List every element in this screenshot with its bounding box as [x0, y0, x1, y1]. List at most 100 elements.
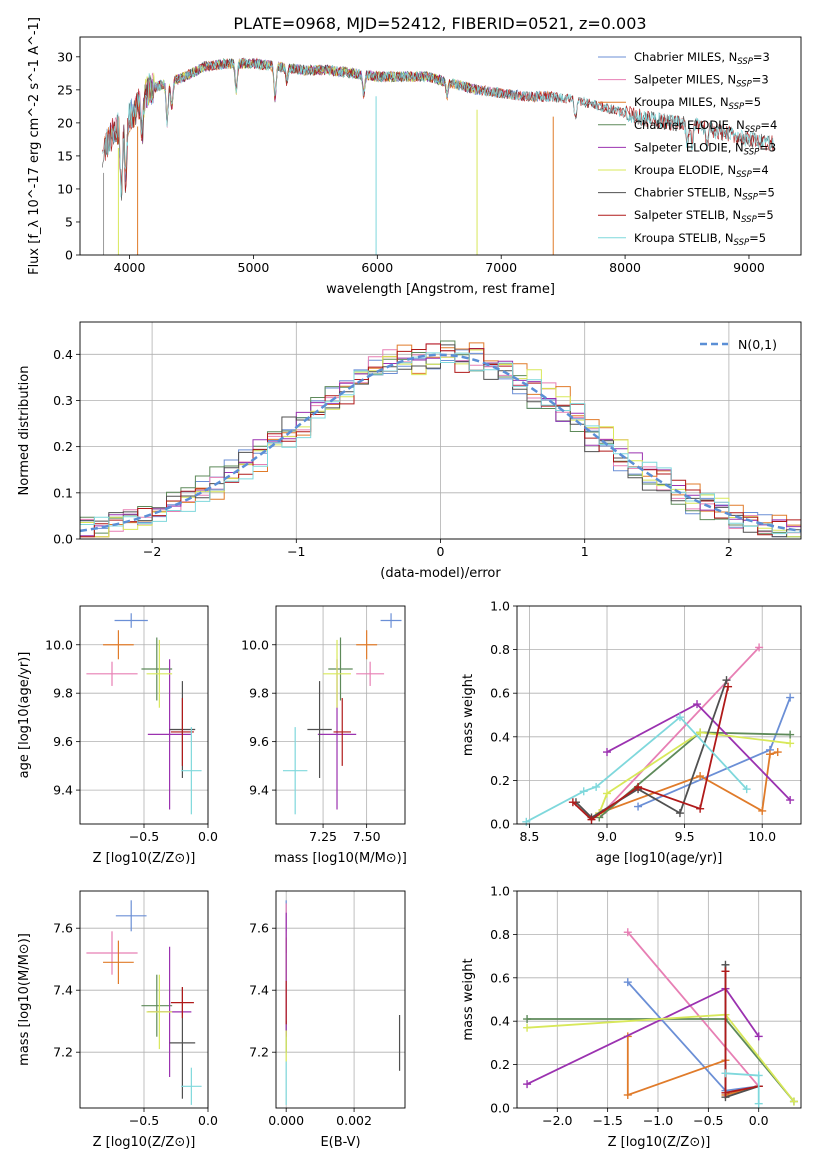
y-tick-label: 0.6: [490, 686, 510, 701]
x-tick-label: −0.5: [129, 829, 159, 844]
weight-line-salpeter-miles: [627, 931, 760, 1087]
y-axis-label: age [log10(age/yr)]: [17, 652, 32, 779]
y-tick-label: 7.6: [53, 921, 73, 936]
y-tick-label: 20: [57, 115, 73, 130]
weight-point-salpeter-stelib: [568, 798, 577, 807]
weight-point-chabrier-miles: [634, 802, 643, 811]
weight-point-kroupa-stelib: [675, 713, 684, 722]
legend-label-salpeter-elodie: Salpeter ELODIE, NSSP=3: [634, 140, 776, 157]
x-axis-label: mass [log10(M/M⊙)]: [274, 851, 407, 866]
y-tick-label: 7.2: [53, 1045, 73, 1060]
weight-point-kroupa-miles: [773, 748, 782, 757]
y-tick-label: 7.6: [249, 921, 269, 936]
weight-point-salpeter-stelib: [721, 967, 730, 976]
y-axis-label: Normed distribution: [17, 366, 32, 496]
weight-point-salpeter-elodie: [786, 796, 795, 805]
legend-label-salpeter-miles: Salpeter MILES, NSSP=3: [634, 73, 769, 90]
weight-point-kroupa-elodie: [523, 1023, 532, 1032]
axes-frame: [516, 890, 802, 1109]
weight-point-kroupa-stelib: [754, 1071, 763, 1080]
normal-distribution-curve: [79, 353, 802, 533]
y-tick-label: 9.6: [53, 734, 73, 749]
spectrum-line-salpeter-miles: [104, 58, 552, 196]
y-tick-label: 25: [57, 82, 73, 97]
y-tick-label: 1.0: [490, 599, 510, 614]
weight-point-kroupa-elodie: [696, 728, 705, 737]
y-tick-label: 30: [57, 49, 73, 64]
x-tick-label: −2: [143, 544, 161, 559]
y-tick-label: 7.4: [249, 983, 269, 998]
y-tick-label: 15: [57, 148, 73, 163]
weight-point-kroupa-elodie: [603, 789, 612, 798]
y-tick-label: 10.0: [45, 637, 73, 652]
y-tick-label: 0.4: [490, 729, 510, 744]
weight-point-kroupa-stelib: [579, 787, 588, 796]
x-tick-label: 0: [437, 544, 445, 559]
weight-point-kroupa-elodie: [789, 1097, 798, 1106]
y-tick-label: 0.0: [490, 1101, 510, 1116]
axes-frame: [275, 890, 406, 1109]
y-tick-label: 9.8: [249, 686, 269, 701]
x-tick-label: 7.50: [353, 829, 381, 844]
y-tick-label: 0.6: [490, 970, 510, 985]
y-axis-label: mass [log10(M/M⊙)]: [17, 933, 32, 1066]
x-axis-label: E(B-V): [320, 1135, 360, 1150]
y-axis-label: Flux [f_λ 10^-17 erg cm^-2 s^-1 A^-1]: [27, 17, 42, 275]
x-tick-label: 0.0: [749, 1113, 769, 1128]
legend-label-normal: N(0,1): [738, 337, 777, 352]
spectrum-line-kroupa-elodie: [141, 58, 477, 127]
weight-point-salpeter-stelib: [721, 1088, 730, 1097]
legend-label-kroupa-stelib: Kroupa STELIB, NSSP=5: [634, 231, 766, 248]
weight-line-kroupa-miles: [626, 1036, 759, 1097]
y-tick-label: 10.0: [241, 637, 269, 652]
y-tick-label: 0.8: [490, 642, 510, 657]
y-tick-label: 9.6: [249, 734, 269, 749]
x-tick-label: 9.0: [597, 829, 617, 844]
y-tick-label: 0.4: [490, 1014, 510, 1029]
weight-line-chabrier-stelib: [724, 964, 759, 1099]
weight-vs-metallicity-panel: −2.0 −1.5 −1.0 −0.5 0.0 0.0 0.2 0.4 0.6 0.8 1.0 Z […: [461, 884, 802, 1150]
weight-line-salpeter-stelib: [572, 686, 729, 821]
x-axis-label: Z [log10(Z/Z⊙)]: [93, 1135, 196, 1150]
y-tick-label: 0.2: [490, 773, 510, 788]
y-tick-label: 0.2: [490, 1057, 510, 1072]
weight-line-salpeter-miles: [601, 646, 760, 814]
weight-point-salpeter-stelib: [724, 682, 733, 691]
x-tick-label: −0.5: [129, 1113, 159, 1128]
legend-label-chabrier-miles: Chabrier MILES, NSSP=3: [634, 50, 770, 67]
weight-point-kroupa-stelib: [721, 1069, 730, 1078]
weight-point-salpeter-miles: [755, 643, 764, 652]
weight-point-kroupa-miles: [758, 806, 767, 815]
legend-label-kroupa-elodie: Kroupa ELODIE, NSSP=4: [634, 163, 769, 180]
x-tick-label: 7000: [485, 260, 517, 275]
spectrum-line-kroupa-miles: [104, 58, 552, 195]
y-tick-label: 0.0: [53, 532, 73, 547]
y-axis-label: mass weight: [461, 958, 476, 1040]
legend-label-chabrier-elodie: Chabrier ELODIE, NSSP=4: [634, 118, 777, 135]
y-tick-label: 10: [57, 181, 73, 196]
figure-title: PLATE=0968, MJD=52412, FIBERID=0521, z=0…: [233, 14, 646, 33]
weight-point-chabrier-miles: [786, 693, 795, 702]
x-tick-label: 2: [725, 544, 733, 559]
x-tick-label: 9000: [733, 260, 765, 275]
weight-line-chabrier-elodie: [598, 731, 791, 819]
x-tick-label: 0.002: [336, 1113, 372, 1128]
weight-point-salpeter-stelib: [634, 782, 643, 791]
weight-point-salpeter-elodie: [693, 700, 702, 709]
legend-label-salpeter-stelib: Salpeter STELIB, NSSP=5: [634, 208, 774, 225]
x-tick-label: 8.5: [519, 829, 539, 844]
spectrum-line-chabrier-miles: [104, 58, 552, 189]
histogram-kroupa-stelib: [80, 352, 801, 538]
x-tick-label: 1: [581, 544, 589, 559]
weight-point-kroupa-miles: [623, 1090, 632, 1099]
x-tick-label: −1: [287, 544, 305, 559]
x-tick-label: 9.5: [675, 829, 695, 844]
x-axis-label: Z [log10(Z/Z⊙)]: [93, 851, 196, 866]
x-tick-label: 0.000: [268, 1113, 304, 1128]
weight-vs-age-panel: 8.5 9.0 9.5 10.0 0.0 0.2 0.4 0.6 0.8 1.0 age [log1…: [461, 599, 802, 866]
x-tick-label: −0.5: [693, 1113, 723, 1128]
y-tick-label: 9.4: [53, 783, 73, 798]
mass-vs-extinction-panel: 0.000 0.002 7.2 7.4 7.6 E(B-V): [249, 890, 406, 1150]
x-tick-label: 8000: [609, 260, 641, 275]
